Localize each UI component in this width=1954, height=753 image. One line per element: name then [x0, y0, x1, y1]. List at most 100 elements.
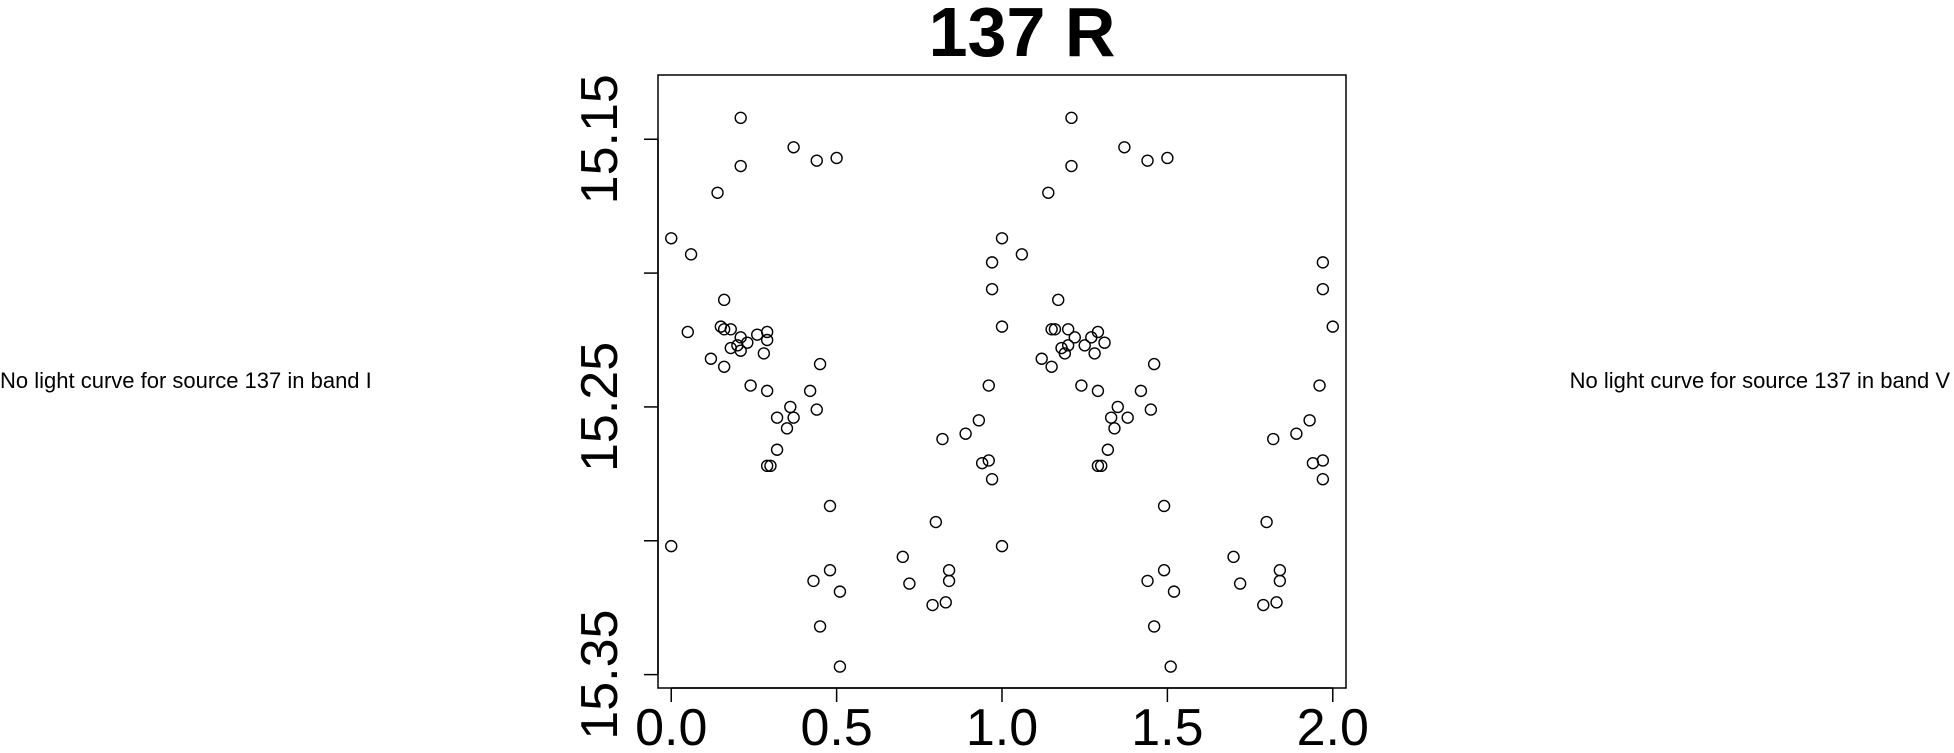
data-point: [995, 320, 1009, 333]
data-point: [1061, 323, 1075, 336]
data-point: [1045, 323, 1058, 336]
data-point: [810, 403, 823, 416]
data-point: [1118, 141, 1131, 154]
data-point: [982, 454, 995, 467]
data-point: [734, 344, 747, 357]
data-point: [704, 352, 718, 365]
data-point: [1227, 550, 1240, 564]
data-point: [1157, 499, 1171, 513]
data-point: [813, 620, 827, 633]
data-point: [1316, 256, 1330, 269]
data-point: [1257, 598, 1270, 612]
data-point: [1147, 357, 1161, 371]
y-axis: 15.15 15.25 15.35: [571, 74, 659, 740]
data-point: [1147, 620, 1161, 633]
data-point: [959, 427, 972, 440]
data-point: [1065, 159, 1078, 173]
x-tick-label: 0.5: [800, 699, 872, 753]
data-point: [1233, 577, 1247, 590]
data-point: [1101, 443, 1115, 456]
no-light-curve-note-band-v: No light curve for source 137 in band V: [1569, 368, 1950, 393]
data-point: [760, 333, 774, 347]
data-point: [734, 111, 747, 125]
data-point: [1134, 384, 1148, 398]
data-point: [1267, 432, 1280, 446]
x-tick-label: 1.0: [966, 699, 1038, 753]
data-point: [1167, 585, 1181, 598]
data-point: [760, 384, 774, 398]
data-point: [1141, 574, 1154, 588]
data-point: [982, 379, 995, 392]
y-tick-label: 15.15: [571, 74, 629, 204]
data-point: [665, 539, 678, 553]
data-point: [929, 515, 943, 529]
data-point: [780, 422, 794, 435]
data-point: [684, 248, 698, 261]
data-point: [1058, 347, 1072, 360]
data-point: [717, 293, 731, 307]
data-point: [1104, 411, 1118, 424]
data-point: [939, 596, 952, 609]
data-point: [734, 159, 747, 173]
data-point: [936, 432, 949, 446]
x-tick-label: 1.5: [1131, 699, 1203, 753]
data-points: [665, 111, 1339, 673]
data-point: [926, 598, 939, 612]
data-point: [823, 564, 837, 577]
data-point: [724, 323, 737, 336]
data-point: [1313, 379, 1326, 392]
data-point: [1091, 384, 1105, 398]
data-point: [833, 585, 847, 598]
data-point: [807, 574, 820, 588]
data-point: [1303, 414, 1316, 427]
data-point: [1290, 427, 1303, 440]
data-point: [760, 325, 774, 339]
data-point: [995, 232, 1009, 245]
data-point: [975, 456, 989, 470]
data-point: [1121, 411, 1134, 424]
x-tick-label: 0.0: [635, 699, 707, 753]
data-point: [1091, 459, 1105, 473]
data-point: [1068, 331, 1081, 344]
data-point: [803, 384, 817, 398]
data-point: [995, 539, 1009, 553]
data-point: [1065, 111, 1078, 125]
data-point: [833, 660, 847, 673]
data-point: [1052, 293, 1065, 307]
data-point: [1316, 473, 1330, 486]
data-point: [1326, 320, 1339, 333]
data-point: [1078, 339, 1091, 352]
data-point: [665, 232, 678, 245]
data-point: [711, 186, 724, 199]
data-point: [784, 400, 797, 414]
data-point: [1316, 454, 1330, 467]
data-point: [1048, 323, 1062, 336]
data-point: [1161, 151, 1174, 165]
data-point: [1141, 154, 1154, 167]
data-point: [1144, 403, 1158, 416]
y-tick-label: 15.35: [571, 610, 629, 740]
data-point: [823, 499, 837, 513]
data-point: [1270, 596, 1283, 609]
data-point: [972, 414, 986, 427]
chart-title: 137 R: [929, 0, 1116, 71]
data-point: [942, 574, 956, 588]
data-point: [985, 282, 999, 296]
data-point: [787, 411, 800, 424]
data-point: [1273, 574, 1287, 588]
data-point: [903, 577, 916, 590]
data-point: [744, 379, 757, 392]
data-point: [1157, 564, 1171, 577]
data-point: [1045, 360, 1058, 373]
data-point: [770, 443, 784, 456]
data-point: [1164, 660, 1177, 673]
data-point: [1260, 515, 1273, 529]
x-axis: 0.0 0.5 1.0 1.5 2.0: [635, 687, 1369, 753]
data-point: [1108, 422, 1121, 435]
data-point: [717, 323, 731, 336]
data-point: [1061, 339, 1075, 352]
data-point: [942, 564, 956, 577]
data-point: [757, 347, 771, 360]
data-point: [1015, 248, 1029, 261]
